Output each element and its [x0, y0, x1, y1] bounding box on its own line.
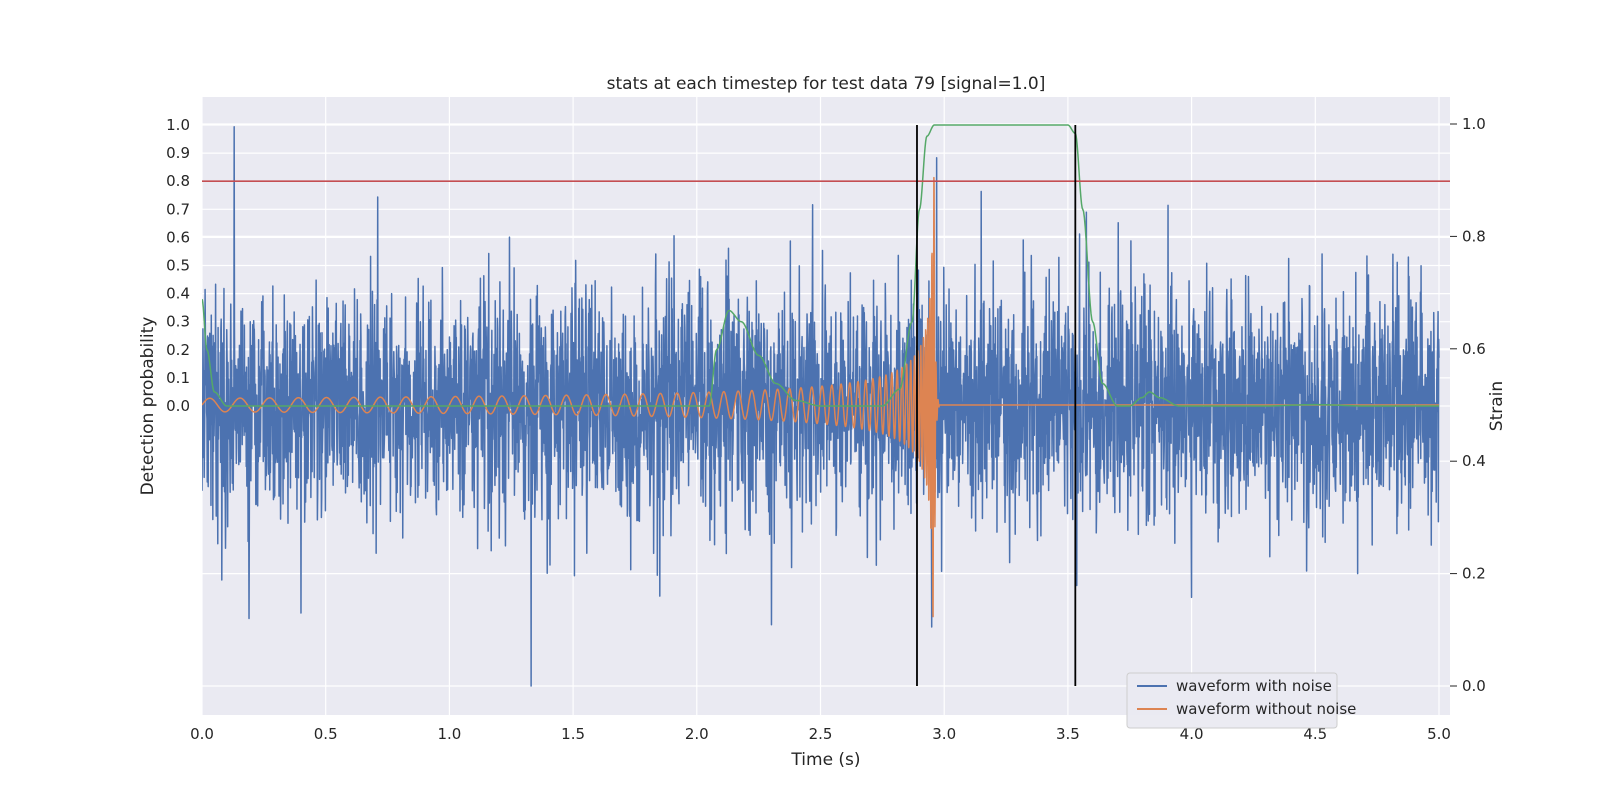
x-tick-label: 1.0 [437, 725, 461, 743]
series-waveform-without-noise [202, 176, 1440, 618]
y-left-tick-label: 0.6 [166, 228, 190, 246]
y-right-tick-label: 0.4 [1462, 452, 1486, 470]
x-tick-label: 4.0 [1180, 725, 1204, 743]
x-tick-label: 0.0 [190, 725, 214, 743]
y-right-tick-label: 0.6 [1462, 340, 1486, 358]
legend-label-noise: waveform with noise [1176, 677, 1332, 695]
x-tick-label: 2.0 [685, 725, 709, 743]
y-left-tick-label: 0.8 [166, 172, 190, 190]
axis-layer: 0.0 0.5 1.0 1.5 2.0 2.5 3.0 3.5 4.0 4.5 5.0 0.0 0.1 0… [166, 115, 1486, 743]
y-axis-left-label: Detection probability [138, 317, 158, 496]
series-detection-probability [202, 124, 1439, 407]
y-left-tick-label: 0.2 [166, 341, 190, 359]
x-tick-label: 2.5 [809, 725, 833, 743]
x-axis-label: Time (s) [790, 750, 860, 770]
x-tick-label: 1.5 [561, 725, 585, 743]
legend-box [1126, 672, 1338, 729]
x-tick-label: 3.0 [932, 725, 956, 743]
y-left-tick-label: 0.0 [166, 397, 190, 415]
series-waveform-with-noise [202, 126, 1440, 687]
y-left-tick-label: 1.0 [166, 116, 190, 134]
x-tick-label: 3.5 [1056, 725, 1080, 743]
y-left-tick-label: 0.1 [166, 369, 190, 387]
y-right-tick-label: 1.0 [1462, 115, 1486, 133]
marker-layer [202, 125, 1450, 686]
y-left-tick-label: 0.3 [166, 313, 190, 331]
y-axis-right-label: Strain [1487, 381, 1507, 431]
x-tick-label: 5.0 [1427, 725, 1451, 743]
chart-title: stats at each timestep for test data 79 … [607, 74, 1046, 94]
legend: waveform with noise waveform without noi… [1126, 672, 1356, 729]
y-right-tick-label: 0.0 [1462, 677, 1486, 695]
y-left-tick-label: 0.7 [166, 200, 190, 218]
y-left-tick-label: 0.5 [166, 257, 190, 275]
y-right-tick-label: 0.2 [1462, 565, 1486, 583]
x-tick-label: 0.5 [314, 725, 338, 743]
series-layer [202, 124, 1440, 687]
y-right-tick-label: 0.8 [1462, 227, 1486, 245]
x-tick-label: 4.5 [1303, 725, 1327, 743]
y-left-tick-label: 0.4 [166, 285, 190, 303]
legend-label-clean: waveform without noise [1176, 700, 1356, 718]
y-left-tick-label: 0.9 [166, 144, 190, 162]
